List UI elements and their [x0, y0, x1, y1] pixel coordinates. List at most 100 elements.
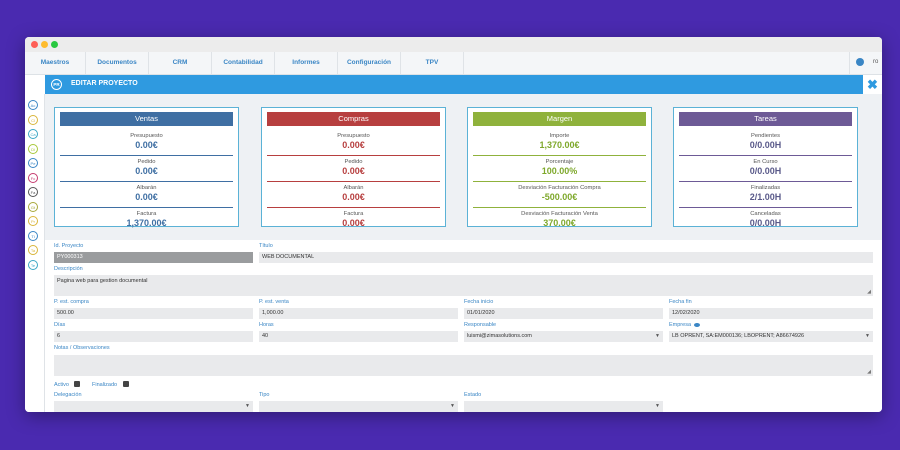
minimize-window-dot[interactable] [41, 41, 48, 48]
metric-label: Albarán [136, 185, 157, 191]
sidebar-ac-icon[interactable]: Ac [28, 100, 38, 110]
sidebar-gt-icon[interactable]: Gt [28, 201, 38, 212]
chevron-down-icon: ▼ [245, 403, 250, 409]
metric-row: Pedido 0.00€ [60, 156, 233, 182]
p-venta-label: P. est. venta [259, 299, 289, 305]
card-title: Tareas [679, 112, 852, 126]
metric-value: 0.00€ [342, 218, 365, 228]
metric-label: Porcentaje [545, 159, 574, 165]
metric-value: -500.00€ [541, 192, 578, 202]
metric-value: 0/0.00H [749, 218, 782, 228]
metric-label: Desviación Facturación Venta [521, 211, 598, 217]
metric-label: Factura [343, 211, 364, 217]
tipo-select[interactable]: ▼ [259, 401, 458, 412]
metric-row: Canceladas 0/0.00H [679, 208, 852, 233]
metric-row: En Curso 0/0.00H [679, 156, 852, 182]
sidebar-fc-icon[interactable]: Fc [28, 172, 38, 183]
app-window: Maestros Documentos CRM Contabilidad Inf… [25, 37, 882, 412]
sidebar-di-icon[interactable]: Di [28, 143, 38, 154]
fecha-inicio-field[interactable]: 01/01/2020 [464, 308, 663, 319]
sidebar-fa-icon[interactable]: Fa [28, 187, 38, 197]
p-venta-field[interactable]: 1,000.00 [259, 308, 458, 319]
horas-label: Horas [259, 322, 274, 328]
metric-label: Pedido [137, 159, 156, 165]
sidebar-ca-icon[interactable]: Ca [28, 129, 38, 139]
chevron-down-icon: ▼ [655, 333, 660, 339]
delegacion-label: Delegación [54, 392, 82, 398]
metric-label: Pendientes [750, 133, 780, 139]
horas-field[interactable]: 40 [259, 331, 458, 342]
fecha-fin-label: Fecha fin [669, 299, 692, 305]
menu-contabilidad[interactable]: Contabilidad [212, 52, 275, 74]
titulo-label: Título [259, 243, 273, 249]
dias-field[interactable]: 6 [54, 331, 253, 342]
metric-value: 0.00€ [342, 140, 365, 150]
delegacion-select[interactable]: ▼ [54, 401, 253, 412]
metric-row: Albarán 0.00€ [267, 182, 440, 208]
window-titlebar [25, 37, 882, 52]
metric-row: Presupuesto 0.00€ [60, 130, 233, 156]
metric-label: Factura [136, 211, 157, 217]
metric-label: En Curso [753, 159, 778, 165]
card-title: Margen [473, 112, 646, 126]
chevron-down-icon: ▼ [865, 333, 870, 339]
resize-grip-icon[interactable]: ◢ [867, 289, 871, 295]
responsable-select[interactable]: luismi@zimasolutions.com ▼ [464, 331, 663, 342]
empresa-select[interactable]: LB OPRENT, SA:EM000136; LBOPRENT; A86674… [669, 331, 873, 342]
metric-row: Pedido 0.00€ [267, 156, 440, 182]
p-compra-field[interactable]: 500.00 [54, 308, 253, 319]
estado-select[interactable]: ▼ [464, 401, 663, 412]
responsable-value: luismi@zimasolutions.com [467, 333, 532, 339]
card-margen: Margen Importe 1,370.00€ Porcentaje 100.00% D… [467, 107, 652, 228]
sidebar-pr-icon[interactable]: Pr [28, 216, 38, 226]
resize-grip-icon[interactable]: ◢ [867, 369, 871, 375]
menu-documentos[interactable]: Documentos [86, 52, 149, 74]
metric-label: Desviación Facturación Compra [518, 185, 601, 191]
edit-project-header: PR EDITAR PROYECTO ✖ [45, 75, 882, 94]
page-title: EDITAR PROYECTO [71, 80, 138, 87]
descripcion-field[interactable]: Pagina web para gestion documental ◢ [54, 275, 873, 296]
user-menu[interactable]: ro [849, 52, 882, 74]
estado-label: Estado [464, 392, 482, 398]
metric-row: Importe 1,370.00€ [473, 130, 646, 156]
sidebar-te-icon[interactable]: Te [28, 259, 38, 270]
metric-row: Porcentaje 100.00% [473, 156, 646, 182]
dias-label: Días [54, 322, 66, 328]
metric-label: Canceladas [750, 211, 781, 217]
empresa-label-text: Empresa [669, 322, 692, 328]
card-ventas: Ventas Presupuesto 0.00€ Pedido 0.00€ Albarán… [54, 107, 239, 228]
menu-tpv[interactable]: TPV [401, 52, 464, 74]
empresa-value: LB OPRENT, SA:EM000136; LBOPRENT; A86674… [672, 333, 805, 339]
sidebar-ti-icon[interactable]: Ti [28, 230, 38, 241]
sidebar-ta-icon[interactable]: Ta [28, 245, 38, 255]
finalizado-checkbox[interactable] [123, 381, 129, 387]
sidebar-pe-icon[interactable]: Pe [28, 158, 38, 168]
user-icon [856, 58, 864, 66]
sidebar-cl-icon[interactable]: Cl [28, 114, 38, 125]
titulo-field[interactable]: WEB DOCUMENTAL [259, 252, 873, 263]
fecha-inicio-label: Fecha inicio [464, 299, 494, 305]
notas-field[interactable]: ◢ [54, 355, 873, 376]
menu-configuracion[interactable]: Configuración [338, 52, 401, 74]
project-form: Id. Proyecto PY000313 Título WEB DOCUMEN… [45, 240, 882, 412]
metric-label: Finalizadas [750, 185, 781, 191]
tipo-label: Tipo [259, 392, 270, 398]
finalizado-label: Finalizado [92, 382, 118, 388]
fecha-fin-field[interactable]: 12/02/2020 [669, 308, 873, 319]
id-field: PY000313 [54, 252, 253, 263]
eye-icon[interactable] [694, 322, 701, 327]
maximize-window-dot[interactable] [51, 41, 58, 48]
menu-informes[interactable]: Informes [275, 52, 338, 74]
metric-row: Factura 1,370.00€ [60, 208, 233, 233]
card-title: Compras [267, 112, 440, 126]
metric-value: 0.00€ [135, 140, 158, 150]
metric-value: 0.00€ [135, 166, 158, 176]
activo-checkbox[interactable] [74, 381, 80, 387]
close-window-dot[interactable] [31, 41, 38, 48]
project-badge-icon: PR [51, 79, 62, 90]
close-icon[interactable]: ✖ [863, 75, 882, 94]
menu-crm[interactable]: CRM [149, 52, 212, 74]
menu-maestros[interactable]: Maestros [25, 52, 86, 74]
metric-value: 100.00% [541, 166, 578, 176]
metric-row: Desviación Facturación Venta 370.00€ [473, 208, 646, 233]
